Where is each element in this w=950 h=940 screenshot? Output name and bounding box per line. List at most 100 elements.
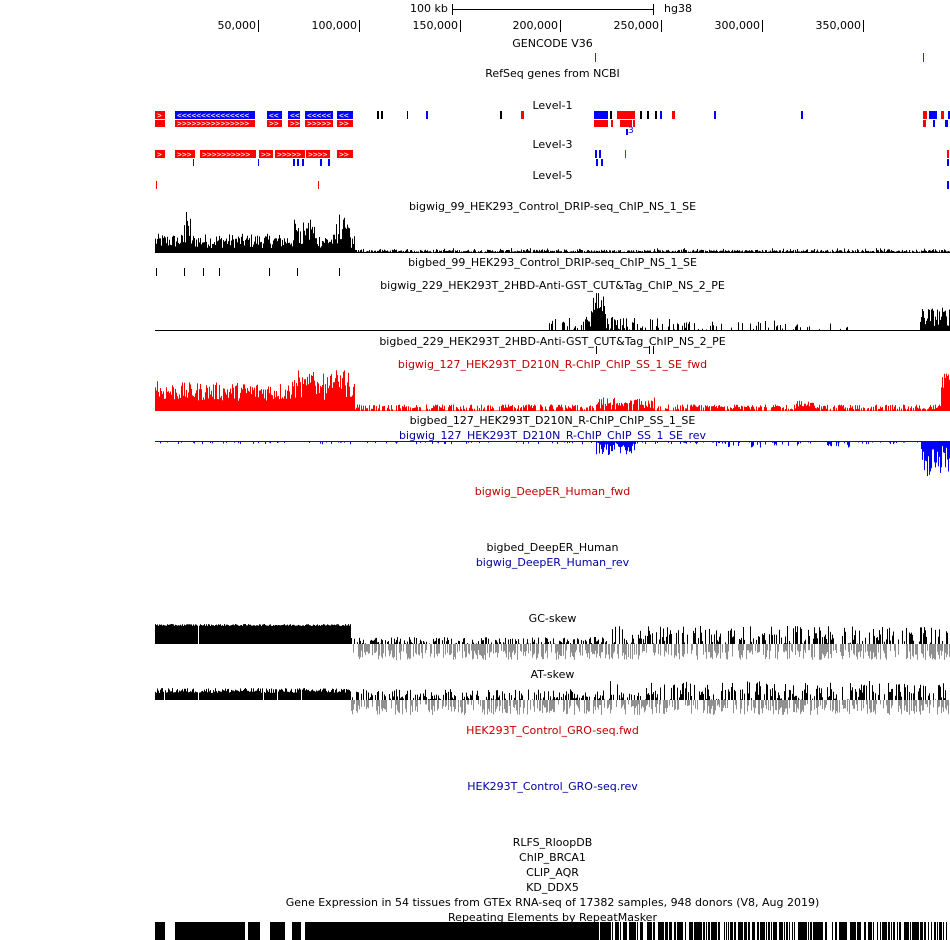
- repeat-element: [855, 922, 856, 940]
- gene-block: [617, 111, 635, 119]
- repeat-element: [915, 922, 916, 940]
- repeat-element: [635, 922, 636, 940]
- ruler-tick-mark: [661, 20, 662, 32]
- repeat-element: [852, 922, 853, 940]
- repeat-element: [752, 922, 753, 940]
- repeat-element: [839, 922, 840, 940]
- track-label-gtex[interactable]: Gene Expression in 54 tissues from GTEx …: [285, 896, 820, 909]
- gene-block: [305, 111, 333, 119]
- repeat-element: [669, 922, 670, 940]
- repeat-element: [928, 922, 929, 940]
- repeat-element: [708, 922, 709, 940]
- gene-block: [596, 159, 598, 166]
- track-label-gencode[interactable]: GENCODE V36: [512, 37, 593, 50]
- repeat-element: [884, 922, 885, 940]
- repeat-element: [724, 922, 725, 940]
- gencode-track[interactable]: [155, 53, 950, 63]
- bigwig-229-signal[interactable]: [155, 292, 950, 332]
- track-label-gro-fwd[interactable]: HEK293T_Control_GRO-seq.fwd: [466, 724, 639, 737]
- repeat-element: [825, 922, 826, 940]
- track-label-kd-ddx5[interactable]: KD_DDX5: [526, 881, 579, 894]
- track-label-refseq[interactable]: RefSeq genes from NCBI: [485, 67, 620, 80]
- gencode-feature: [923, 53, 924, 62]
- repeat-element: [925, 922, 926, 940]
- peak: [269, 268, 270, 276]
- track-label-level1[interactable]: Level-1: [532, 99, 573, 112]
- track-label-gro-rev[interactable]: HEK293T_Control_GRO-seq.rev: [467, 780, 638, 793]
- track-label-bigbed-99[interactable]: bigbed_99_HEK293_Control_DRIP-seq_ChIP_N…: [408, 256, 697, 269]
- track-label-level5[interactable]: Level-5: [532, 169, 573, 182]
- gene-block: [500, 111, 502, 119]
- gc-skew-negative: [353, 644, 950, 660]
- repeat-element: [671, 922, 672, 940]
- gene-block: [595, 150, 597, 158]
- repeat-element: [854, 922, 855, 940]
- gc-skew-positive: [155, 624, 948, 644]
- gene-block: [521, 111, 524, 119]
- level5-genes-track[interactable]: [155, 181, 950, 191]
- bigbed-99-peaks[interactable]: [155, 268, 950, 278]
- level1-genes-track[interactable]: > <<<<<<<<<<<<<<< << << <<<<< << >>>>>>>>>>>>>…: [155, 111, 950, 139]
- repeat-element: [782, 922, 783, 940]
- repeat-element: [625, 922, 626, 940]
- gene-block: [407, 111, 408, 119]
- track-label-gc-skew[interactable]: GC-skew: [528, 612, 577, 625]
- repeat-element: [761, 922, 762, 940]
- repeat-element: [612, 922, 613, 940]
- repeat-element: [610, 922, 611, 940]
- repeat-element: [880, 922, 881, 940]
- repeat-element: [663, 922, 664, 940]
- track-label-repeatmasker[interactable]: Repeating Elements by RepeatMasker: [448, 911, 657, 924]
- strand-arrows: >>>>>: [307, 119, 331, 128]
- repeat-element: [860, 922, 861, 940]
- track-label-level3[interactable]: Level-3: [532, 138, 573, 151]
- repeat-element: [900, 922, 901, 940]
- repeat-element: [857, 922, 858, 940]
- bigwig-99-signal[interactable]: [155, 212, 950, 254]
- gene-block: [945, 120, 948, 127]
- repeat-element: [822, 922, 823, 940]
- repeat-element: [660, 922, 661, 940]
- track-label-clip-aqr[interactable]: CLIP_AQR: [526, 866, 579, 879]
- track-label-bigwig-229[interactable]: bigwig_229_HEK293T_2HBD-Anti-GST_CUT&Tag…: [380, 279, 725, 292]
- bigbed-229-peaks[interactable]: [155, 346, 950, 356]
- track-label-deeper-fwd[interactable]: bigwig_DeepER_Human_fwd: [474, 485, 631, 498]
- track-label-at-skew[interactable]: AT-skew: [530, 668, 575, 681]
- track-label-bigbed-127[interactable]: bigbed_127_HEK293T_D210N_R-ChIP_ChIP_SS_…: [409, 414, 696, 427]
- track-label-deeper-rev[interactable]: bigwig_DeepER_Human_rev: [475, 556, 630, 569]
- repeat-element: [719, 922, 720, 940]
- track-label-deeper-bed[interactable]: bigbed_DeepER_Human: [486, 541, 619, 554]
- repeat-element: [744, 922, 745, 940]
- repeat-element: [292, 922, 301, 940]
- repeat-element: [810, 922, 811, 940]
- repeat-element: [814, 922, 815, 940]
- gene-block: [267, 111, 282, 119]
- repeatmasker-track[interactable]: [155, 922, 950, 940]
- track-label-chip-brca1[interactable]: ChIP_BRCA1: [519, 851, 586, 864]
- ruler-tick-label: 250,000: [613, 19, 660, 32]
- bigwig-127-fwd-signal[interactable]: [155, 370, 950, 412]
- repeat-element: [766, 922, 767, 940]
- track-label-bigwig-127-rev[interactable]: bigwig_127_HEK293T_D210N_R-ChIP_ChIP_SS_…: [398, 429, 707, 442]
- strand-arrows: >: [157, 150, 162, 159]
- repeat-element: [889, 922, 890, 940]
- scale-bar: [452, 9, 654, 10]
- repeat-element: [912, 922, 913, 940]
- gc-skew-signal[interactable]: [155, 622, 950, 666]
- track-label-rlfs[interactable]: RLFS_RloopDB: [512, 836, 593, 849]
- track-label-bigwig-127-fwd[interactable]: bigwig_127_HEK293T_D210N_R-ChIP_ChIP_SS_…: [397, 358, 708, 371]
- scale-bar-right-cap: [653, 4, 654, 15]
- repeat-element: [913, 922, 914, 940]
- repeat-element: [894, 922, 895, 940]
- repeat-element: [820, 922, 821, 940]
- repeat-element: [735, 922, 736, 940]
- repeat-element: [691, 922, 692, 940]
- bigwig-127-rev-signal[interactable]: [155, 440, 950, 482]
- track-label-bigbed-229[interactable]: bigbed_229_HEK293T_2HBD-Anti-GST_CUT&Tag…: [379, 335, 726, 348]
- level3-genes-track[interactable]: > >>> >>>>>>>>>> >> >>>>> >>>> >>: [155, 150, 950, 168]
- repeat-element: [631, 922, 632, 940]
- repeat-element: [667, 922, 668, 940]
- track-label-bigwig-99[interactable]: bigwig_99_HEK293_Control_DRIP-seq_ChIP_N…: [408, 200, 697, 213]
- at-skew-signal[interactable]: [155, 678, 950, 722]
